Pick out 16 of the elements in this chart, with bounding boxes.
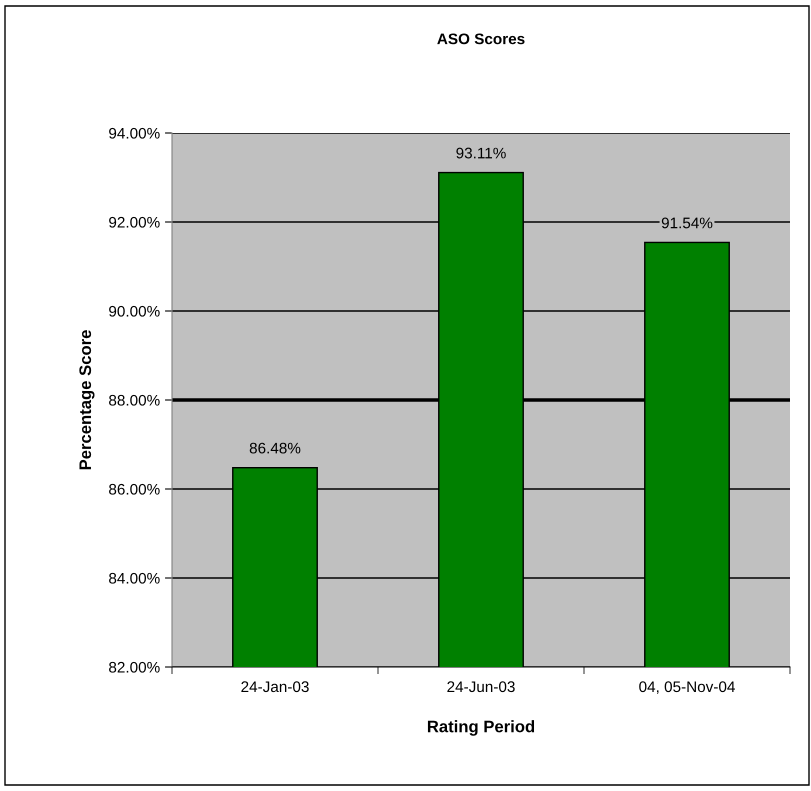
x-tick-label: 24-Jun-03: [447, 681, 515, 692]
x-tick-label: 04, 05-Nov-04: [639, 681, 735, 694]
y-axis-title: Percentage Score: [79, 330, 94, 470]
data-label: 93.11%: [456, 148, 506, 158]
y-tick-label: 90.00%: [109, 306, 160, 317]
y-tick-label: 94.00%: [109, 128, 160, 139]
y-tick-label: 86.00%: [109, 484, 160, 495]
chart-title: ASO Scores: [437, 33, 525, 44]
x-axis-title: Rating Period: [428, 720, 534, 736]
data-label: 91.54%: [662, 218, 712, 228]
y-tick-label: 82.00%: [109, 662, 160, 673]
y-tick-label: 88.00%: [109, 394, 160, 406]
y-tick-label: 84.00%: [109, 572, 160, 584]
x-tick-label: 24-Jan-03: [241, 681, 309, 692]
y-tick-label: 92.00%: [109, 216, 160, 228]
data-label: 86.48%: [250, 442, 300, 454]
